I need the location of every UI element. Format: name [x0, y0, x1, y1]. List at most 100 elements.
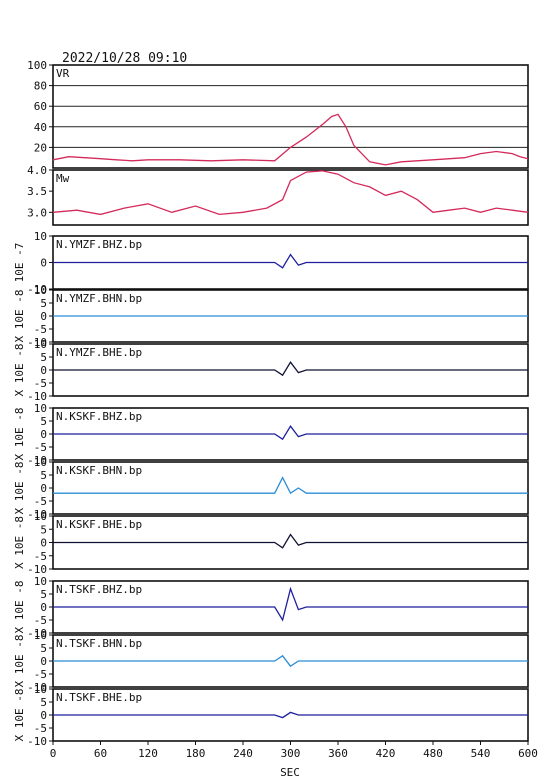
y-tick-label: 5	[40, 588, 47, 601]
y-tick-label: 0	[40, 537, 47, 550]
panel-label: N.KSKF.BHZ.bp	[56, 410, 142, 423]
y-tick-label: -10	[27, 454, 47, 467]
y-tick-label: 5	[40, 696, 47, 709]
y-axis-label: X 10E -8	[13, 689, 26, 742]
y-tick-label: 10	[34, 338, 47, 351]
y-tick-label: -5	[34, 668, 47, 681]
x-tick-label: 480	[423, 747, 443, 760]
y-tick-label: 0	[40, 428, 47, 441]
y-axis-label: X 10E -8	[13, 290, 26, 343]
x-tick-label: 600	[518, 747, 538, 760]
y-tick-label: 10	[34, 284, 47, 297]
y-tick-label: -5	[34, 441, 47, 454]
y-tick-label: 4.0	[27, 164, 47, 177]
y-tick-label: 5	[40, 297, 47, 310]
x-tick-label: 120	[138, 747, 158, 760]
y-axis-label: 10E -7	[13, 243, 26, 283]
y-axis-label: X 10E -8	[13, 462, 26, 515]
y-tick-label: 10	[34, 230, 47, 243]
x-axis-label: SEC	[280, 766, 300, 779]
panel-label: N.KSKF.BHN.bp	[56, 464, 142, 477]
panel-label: N.TSKF.BHN.bp	[56, 637, 142, 650]
series-line	[52, 113, 529, 166]
y-tick-label: 5	[40, 469, 47, 482]
panel-mw: 3.0 3.5 4.0 Mw	[27, 164, 529, 226]
panel-label: N.YMZF.BHE.bp	[56, 346, 142, 359]
panel-label: N.YMZF.BHN.bp	[56, 292, 142, 305]
y-tick-label: -10	[27, 681, 47, 694]
y-axis-label: X 10E -8	[13, 635, 26, 688]
y-tick-label: -5	[34, 722, 47, 735]
x-tick-label: 240	[233, 747, 253, 760]
y-tick-label: 80	[34, 80, 47, 93]
panel-label: Mw	[56, 172, 70, 185]
y-tick-label: 100	[27, 59, 47, 72]
x-tick-label: 540	[471, 747, 491, 760]
panel-label: N.TSKF.BHZ.bp	[56, 583, 142, 596]
panel-frame	[52, 64, 529, 169]
series-line	[53, 654, 528, 668]
y-axis-label: X 10E -8	[13, 581, 26, 634]
series-line	[53, 533, 528, 549]
y-tick-label: -10	[27, 735, 47, 748]
y-tick-label: 3.0	[27, 206, 47, 219]
y-tick-label: -10	[27, 336, 47, 349]
y-tick-label: 40	[34, 121, 47, 134]
series-line	[53, 586, 528, 622]
y-tick-label: 0	[40, 310, 47, 323]
y-tick-label: 10	[34, 456, 47, 469]
y-tick-label: 60	[34, 100, 47, 113]
y-tick-label: -10	[27, 627, 47, 640]
y-tick-label: 10	[34, 575, 47, 588]
y-tick-label: 0	[40, 364, 47, 377]
panel-label: N.YMZF.BHZ.bp	[56, 238, 142, 251]
y-tick-label: 10	[34, 402, 47, 415]
x-tick-label: 60	[94, 747, 107, 760]
y-tick-label: -5	[34, 323, 47, 336]
y-axis-label: X 10E -8	[13, 344, 26, 397]
y-tick-label: 5	[40, 415, 47, 428]
y-tick-label: -10	[27, 390, 47, 403]
x-axis: 0 60 120 180 240 300 360 420 480 540 600	[50, 741, 538, 760]
x-tick-label: 300	[281, 747, 301, 760]
series-line	[53, 476, 528, 495]
series-line	[53, 361, 528, 377]
y-tick-label: -10	[27, 283, 47, 296]
y-tick-label: 10	[34, 510, 47, 523]
y-tick-label: -10	[27, 563, 47, 576]
y-tick-label: -5	[34, 614, 47, 627]
panel-vr: 20 40 60 80 100 VR	[27, 59, 529, 169]
y-tick-label: 20	[34, 141, 47, 154]
y-tick-label: 5	[40, 523, 47, 536]
panel-label: N.TSKF.BHE.bp	[56, 691, 142, 704]
y-tick-label: 0	[40, 655, 47, 668]
y-tick-label: 10	[34, 683, 47, 696]
series-line	[52, 170, 529, 216]
y-tick-label: 10	[34, 629, 47, 642]
series-line	[53, 711, 528, 719]
y-tick-label: 0	[40, 482, 47, 495]
panel-frame	[52, 169, 529, 226]
x-tick-label: 360	[328, 747, 348, 760]
panel-stack: 20406080100VR3.03.54.0Mw-10010N.YMZF.BHZ…	[13, 59, 529, 748]
y-axis-label: X 10E -8	[13, 516, 26, 569]
y-tick-label: 0	[40, 709, 47, 722]
series-line	[53, 425, 528, 441]
y-tick-label: 0	[40, 257, 47, 270]
panel-n-ymzf-bhz-bp: -10 0 10 N.YMZF.BHZ.bp 10E -7	[13, 230, 529, 296]
x-tick-label: 180	[186, 747, 206, 760]
x-tick-label: 0	[50, 747, 57, 760]
y-tick-label: -5	[34, 550, 47, 563]
y-axis-label: X 10E -8	[13, 408, 26, 461]
panel-label: N.KSKF.BHE.bp	[56, 518, 142, 531]
y-tick-label: 0	[40, 601, 47, 614]
